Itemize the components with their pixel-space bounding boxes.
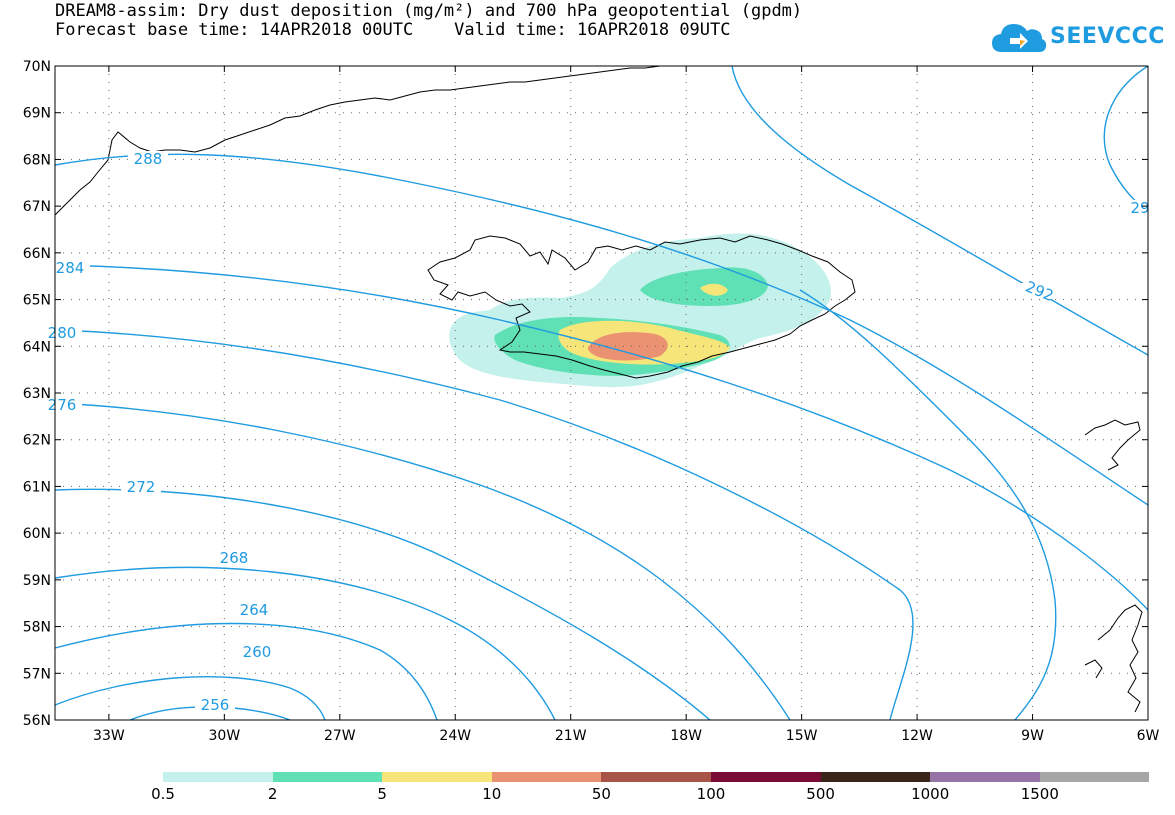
logo-text: SEEVCCC (1050, 24, 1165, 49)
legend-swatch (163, 772, 273, 782)
contour-label: 272 (127, 478, 156, 496)
legend-tick-label: 2 (267, 785, 278, 803)
axis-ticks (55, 65, 1149, 721)
lon-label: 21W (555, 728, 587, 744)
contour-label-bg (50, 260, 90, 276)
contour-label: 29 (1130, 199, 1149, 217)
geopotential-contours (54, 65, 1149, 721)
lon-label: 6W (1137, 728, 1160, 744)
contour-label-layer: 288 284 280 276 272 268 264 260 256 292 29 (42, 150, 1160, 714)
legend-swatch (272, 772, 383, 782)
legend-swatch (710, 772, 821, 782)
legend-tick-label: 10 (482, 785, 502, 803)
lon-label: 18W (670, 728, 702, 744)
map-title-line1: DREAM8-assim: Dry dust deposition (mg/m²… (55, 1, 803, 21)
legend-colorbar (163, 772, 1150, 782)
legend-swatch (491, 772, 602, 782)
legend-tick-label: 1000 (911, 785, 950, 803)
contour-label-bg (42, 397, 82, 413)
contour-label: 288 (134, 150, 163, 168)
legend-tick-label: 5 (377, 785, 387, 803)
contour-label: 256 (201, 696, 230, 714)
lat-label: 62N (23, 433, 51, 449)
contour-label-bg (237, 644, 277, 660)
lon-label: 9W (1021, 728, 1044, 744)
lat-label: 70N (23, 59, 51, 75)
lon-label: 24W (439, 728, 471, 744)
map-title-line2: Forecast base time: 14APR2018 00UTC Vali… (55, 20, 731, 40)
lat-label: 67N (23, 199, 51, 215)
lat-label: 65N (23, 293, 51, 309)
legend-tick-label: 1500 (1020, 785, 1059, 803)
contour-label: 264 (240, 601, 269, 619)
contour-label: 280 (48, 324, 77, 342)
contour-label: 268 (220, 549, 249, 567)
coastlines (54, 65, 1143, 713)
graticule (55, 66, 1148, 720)
cloud-icon (992, 24, 1047, 52)
lat-label: 59N (23, 573, 51, 589)
lon-label: 33W (93, 728, 125, 744)
contour-label-bg (121, 479, 161, 495)
seevccc-logo: SEEVCCC (990, 18, 1164, 58)
lon-label: 30W (209, 728, 241, 744)
legend-swatch (1039, 772, 1150, 782)
lat-label: 63N (23, 386, 51, 402)
lat-label: 69N (23, 106, 51, 122)
legend-tick-label: 100 (696, 785, 726, 803)
contour-label: 260 (243, 643, 272, 661)
lat-label: 60N (23, 526, 51, 542)
lat-label: 57N (23, 666, 51, 682)
lat-label: 61N (23, 479, 51, 495)
legend-tick-label: 50 (591, 785, 611, 803)
lon-label: 15W (786, 728, 818, 744)
lat-label: 64N (23, 339, 51, 355)
contour-label-bg (234, 602, 274, 618)
lat-label: 66N (23, 246, 51, 262)
contour-label-bg (1018, 283, 1058, 299)
legend-swatch (930, 772, 1040, 782)
legend-tick-label: 500 (806, 785, 835, 803)
contour-label-bg (42, 325, 82, 341)
dust-deposition-field (449, 233, 831, 388)
contour-label: 292 (1023, 278, 1056, 305)
contour-label-bg (128, 151, 168, 167)
contour-label-bg (195, 697, 235, 713)
map-frame (54, 65, 1149, 721)
lat-label: 56N (23, 713, 51, 729)
contour-label: 276 (48, 396, 77, 414)
lat-label: 68N (23, 152, 51, 168)
legend-swatch (601, 772, 711, 782)
axis-labels: 70N 69N 68N 67N 66N 65N 64N 63N 62N 61N 60N 59N 58N 5… (23, 59, 1160, 744)
contour-label-bg (1120, 200, 1160, 216)
contour-label: 284 (56, 259, 85, 277)
legend-tick-label: 0.5 (151, 785, 175, 803)
legend-swatch (820, 772, 931, 782)
legend-swatch (382, 772, 492, 782)
lon-label: 12W (901, 728, 933, 744)
lat-label: 58N (23, 620, 51, 636)
lon-label: 27W (324, 728, 356, 744)
contour-label-bg (214, 550, 254, 566)
